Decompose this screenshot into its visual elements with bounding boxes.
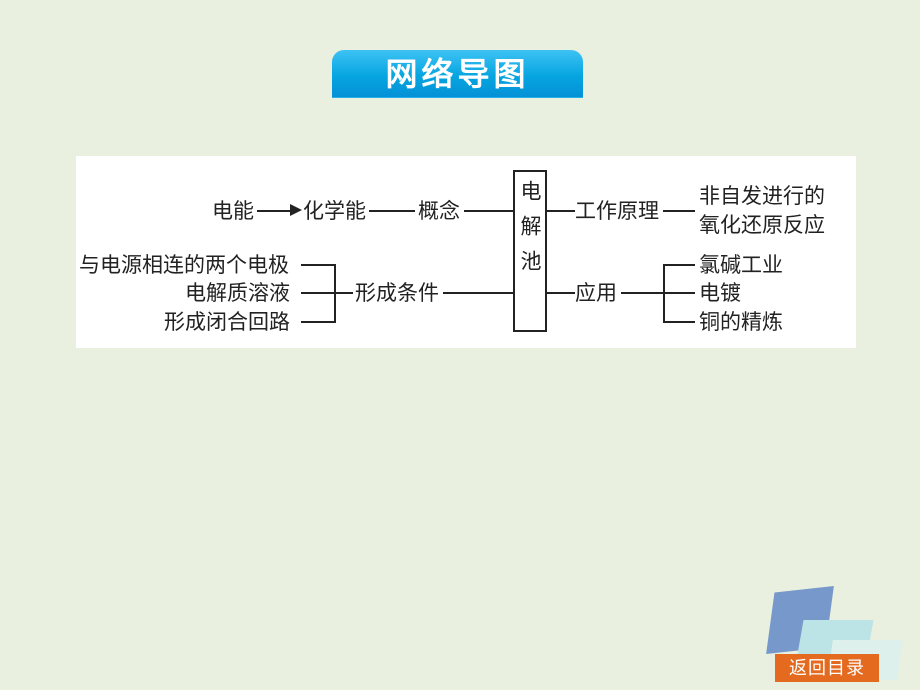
- node-tiaojian: 形成条件: [355, 279, 439, 307]
- line: [301, 292, 334, 294]
- line: [369, 210, 415, 212]
- arrow-icon: [290, 204, 302, 216]
- node-huilu: 形成闭合回路: [164, 308, 290, 336]
- node-yingyong: 应用: [575, 279, 617, 307]
- node-huaxueneng: 化学能: [303, 197, 366, 225]
- central-box: 电解池: [513, 170, 547, 332]
- line: [301, 264, 334, 266]
- node-rongye: 电解质溶液: [185, 279, 290, 307]
- node-gainian: 概念: [418, 197, 460, 225]
- line: [464, 210, 513, 212]
- node-dianji: 与电源相连的两个电极: [79, 251, 289, 279]
- back-to-toc-label: 返回目录: [789, 658, 865, 678]
- line: [663, 321, 695, 323]
- line: [334, 292, 353, 294]
- title-chip-text: 网络导图: [385, 56, 529, 92]
- line: [663, 210, 695, 212]
- concept-diagram: 电能 化学能 概念 工作原理 非自发进行的 氧化还原反应 与电源相连的两个电极 …: [76, 156, 856, 348]
- node-feizifa: 非自发进行的: [699, 182, 825, 210]
- central-box-text: 电解池: [515, 180, 545, 285]
- node-diandu: 电镀: [699, 279, 741, 307]
- node-gongzuo: 工作原理: [575, 197, 659, 225]
- line: [547, 292, 575, 294]
- node-jinglian: 铜的精炼: [699, 308, 783, 336]
- node-dianeng: 电能: [212, 197, 254, 225]
- line: [621, 292, 663, 294]
- line: [443, 292, 513, 294]
- line: [663, 264, 695, 266]
- line: [301, 321, 334, 323]
- node-yanghua: 氧化还原反应: [699, 211, 825, 239]
- line: [257, 210, 290, 212]
- back-to-toc-button[interactable]: 返回目录: [775, 654, 879, 682]
- line: [663, 292, 695, 294]
- line: [547, 210, 575, 212]
- node-lvjian: 氯碱工业: [699, 251, 783, 279]
- title-chip: 网络导图: [332, 50, 583, 98]
